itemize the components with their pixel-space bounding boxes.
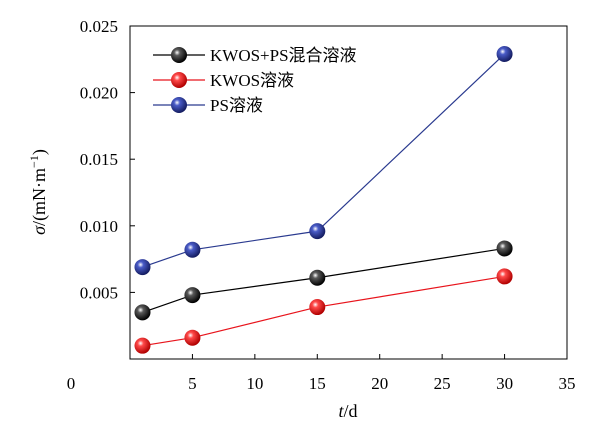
data-point	[184, 241, 201, 258]
series-3	[134, 45, 513, 276]
x-tick-label: 0	[67, 374, 76, 393]
series-line	[142, 275, 505, 347]
y-axis-ticks: 0.005 0.010 0.015 0.020 0.025	[80, 17, 135, 302]
y-tick-label: 0.020	[80, 84, 118, 103]
legend-marker	[171, 97, 187, 113]
x-tick-label: 35	[559, 374, 576, 393]
series-1	[134, 240, 513, 321]
series-line	[142, 53, 505, 268]
data-point	[309, 269, 326, 286]
y-axis-title-superscript: −1	[27, 155, 41, 168]
y-tick-label: 0.025	[80, 17, 118, 36]
data-point	[496, 268, 513, 285]
series-2	[134, 268, 513, 354]
legend-label: KWOS溶液	[210, 71, 294, 90]
y-tick-label: 0.015	[80, 150, 118, 169]
series-line	[142, 247, 505, 313]
legend-marker	[171, 47, 187, 63]
x-tick-label: 30	[496, 374, 513, 393]
x-tick-label: 5	[188, 374, 197, 393]
x-tick-label: 15	[309, 374, 326, 393]
series-layer	[134, 45, 513, 354]
legend-label: KWOS+PS混合溶液	[210, 46, 357, 65]
data-point	[309, 299, 326, 316]
data-point	[134, 259, 151, 276]
data-point	[309, 223, 326, 240]
x-axis-ticks: 0 5 10 15 20 25 30 35	[67, 354, 576, 393]
data-point	[496, 45, 513, 62]
data-point	[134, 337, 151, 354]
legend-label: PS溶液	[210, 96, 263, 115]
x-axis-title: t/d	[338, 401, 357, 421]
plot-frame	[129, 25, 568, 360]
y-axis-title: σ/(mN·m−1)	[27, 149, 50, 235]
legend-marker	[171, 72, 187, 88]
legend-item-1: KWOS+PS混合溶液	[153, 46, 357, 65]
x-tick-label: 10	[246, 374, 263, 393]
data-point	[496, 240, 513, 257]
y-tick-label: 0.010	[80, 217, 118, 236]
legend-item-2: KWOS溶液	[153, 71, 294, 90]
x-tick-label: 25	[434, 374, 451, 393]
data-point	[134, 304, 151, 321]
legend: KWOS+PS混合溶液 KWOS溶液 PS溶液	[153, 46, 357, 115]
data-point	[184, 329, 201, 346]
x-tick-label: 20	[371, 374, 388, 393]
legend-item-3: PS溶液	[153, 96, 263, 115]
y-tick-label: 0.005	[80, 283, 118, 302]
data-point	[184, 287, 201, 304]
